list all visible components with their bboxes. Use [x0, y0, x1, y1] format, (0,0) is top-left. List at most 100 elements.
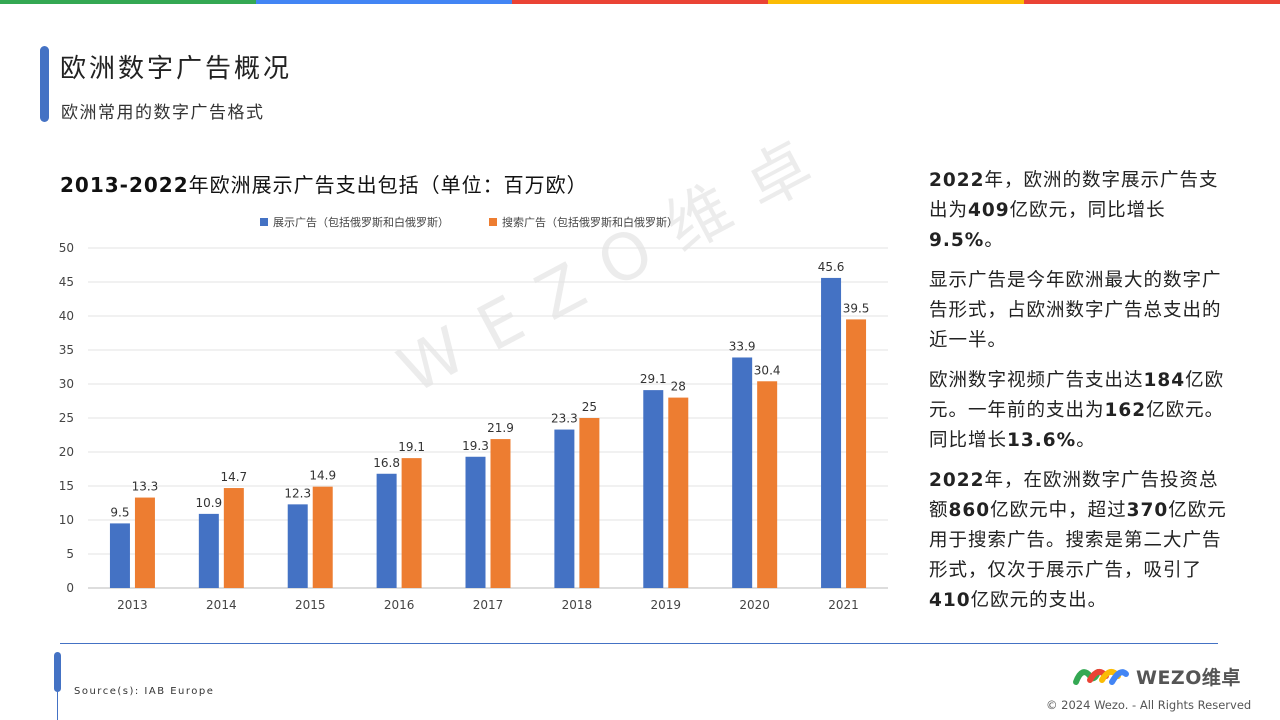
company-logo: WEZO维卓	[1072, 662, 1241, 690]
highlight-figure: 370	[1126, 500, 1169, 521]
summary-text-run: 。	[984, 230, 1004, 251]
data-label: 28	[671, 380, 686, 394]
summary-text-run: 年，在欧洲数字广告投资总额	[929, 470, 1219, 521]
summary-paragraph: 欧洲数字视频广告支出达184亿欧元。一年前的支出为162亿欧元。同比增长13.6…	[929, 366, 1229, 456]
top-color-bar	[0, 0, 1280, 4]
legend-swatch-display	[260, 218, 268, 226]
chart-legend: 展示广告（包括俄罗斯和白俄罗斯） 搜索广告（包括俄罗斯和白俄罗斯）	[260, 214, 678, 230]
data-label: 33.9	[729, 339, 756, 353]
highlight-figure: 13.6%	[1007, 430, 1077, 451]
source-note: Source(s): IAB Europe	[74, 686, 215, 697]
highlight-figure: 2022	[929, 470, 985, 491]
chart-title: 2013-2022年欧洲展示广告支出包括（单位：百万欧）	[60, 169, 588, 198]
summary-text-run: 显示广告是今年欧洲最大的数字广告形式，占欧洲数字广告总支出的近一半。	[929, 270, 1222, 351]
data-label: 12.3	[284, 486, 311, 500]
y-tick-label: 0	[66, 581, 74, 595]
data-label: 25	[582, 400, 597, 414]
bar-search	[579, 418, 600, 588]
bar-search	[223, 488, 244, 588]
y-tick-label: 40	[59, 309, 74, 323]
legend-label-search: 搜索广告（包括俄罗斯和白俄罗斯）	[502, 216, 678, 229]
bar-search	[134, 497, 155, 588]
data-label: 23.3	[551, 412, 578, 426]
highlight-figure: 409	[968, 200, 1010, 221]
bar-display	[376, 473, 397, 588]
footer-vertical-line	[57, 690, 58, 720]
summary-text-run: 亿欧元，同比增长	[1009, 200, 1166, 221]
data-label: 19.1	[398, 440, 425, 454]
bar-display	[643, 390, 664, 588]
bar-display	[732, 357, 753, 588]
title-accent-bar	[40, 46, 49, 122]
x-tick-label: 2013	[117, 598, 148, 612]
data-label: 13.3	[132, 480, 159, 494]
top-bar-segment	[256, 0, 512, 4]
y-tick-label: 35	[59, 343, 74, 357]
highlight-figure: 2022	[929, 170, 985, 191]
bar-display	[554, 429, 575, 588]
y-tick-label: 30	[59, 377, 74, 391]
chart-title-years: 2013-2022	[60, 173, 189, 197]
bar-search	[490, 439, 511, 588]
y-tick-label: 45	[59, 275, 74, 289]
y-tick-label: 5	[66, 547, 74, 561]
top-bar-segment	[0, 0, 256, 4]
logo-text: WEZO维卓	[1136, 666, 1241, 689]
summary-text-run: 亿欧元中，超过	[990, 500, 1127, 521]
top-bar-segment	[512, 0, 768, 4]
highlight-figure: 162	[1104, 400, 1147, 421]
bottom-divider	[60, 643, 1218, 644]
y-tick-label: 15	[59, 479, 74, 493]
footer-accent-bar	[54, 652, 61, 692]
data-label: 29.1	[640, 372, 667, 386]
summary-paragraph: 显示广告是今年欧洲最大的数字广告形式，占欧洲数字广告总支出的近一半。	[929, 266, 1229, 356]
summary-text-run: 欧洲数字视频广告支出达	[929, 370, 1144, 391]
y-tick-label: 50	[59, 241, 74, 255]
x-tick-label: 2020	[739, 598, 770, 612]
logo-mark-icon	[1073, 668, 1129, 685]
data-label: 14.9	[309, 469, 336, 483]
data-label: 16.8	[373, 456, 400, 470]
x-tick-label: 2021	[828, 598, 859, 612]
data-label: 21.9	[487, 421, 514, 435]
y-tick-label: 10	[59, 513, 74, 527]
bar-display	[198, 513, 219, 588]
data-label: 9.5	[110, 505, 129, 519]
data-label: 39.5	[843, 301, 870, 315]
bar-display	[821, 277, 842, 588]
legend-item-search: 搜索广告（包括俄罗斯和白俄罗斯）	[489, 214, 678, 230]
x-tick-label: 2014	[206, 598, 237, 612]
top-bar-segment	[1024, 0, 1280, 4]
x-tick-label: 2016	[384, 598, 415, 612]
summary-text-run: 亿欧元。同比增长	[929, 400, 1225, 451]
summary-text-run: 。	[1076, 430, 1096, 451]
y-tick-label: 20	[59, 445, 74, 459]
legend-label-display: 展示广告（包括俄罗斯和白俄罗斯）	[273, 216, 449, 229]
data-label: 14.7	[220, 470, 247, 484]
legend-item-display: 展示广告（包括俄罗斯和白俄罗斯）	[260, 214, 449, 230]
highlight-figure: 860	[948, 500, 991, 521]
page-subtitle: 欧洲常用的数字广告格式	[61, 103, 265, 123]
page-title: 欧洲数字广告概况	[60, 54, 293, 84]
bar-display	[465, 456, 486, 588]
top-bar-segment	[768, 0, 1024, 4]
bar-search	[846, 319, 867, 588]
summary-text-run: 年，欧洲的数字展示广告支出为	[929, 170, 1219, 221]
highlight-figure: 410	[929, 590, 971, 611]
bar-search	[312, 486, 333, 588]
data-label: 30.4	[754, 363, 781, 377]
bar-display	[109, 523, 130, 588]
summary-text-run: 亿欧元的支出。	[970, 590, 1108, 611]
summary-text: 2022年，欧洲的数字展示广告支出为409亿欧元，同比增长9.5%。 显示广告是今…	[929, 166, 1229, 626]
bar-search	[757, 381, 778, 588]
data-label: 45.6	[818, 260, 845, 274]
legend-swatch-search	[489, 218, 497, 226]
highlight-figure: 9.5%	[929, 230, 985, 251]
data-label: 19.3	[462, 439, 489, 453]
y-tick-label: 25	[59, 411, 74, 425]
highlight-figure: 184	[1143, 370, 1186, 391]
copyright: © 2024 Wezo. - All Rights Reserved	[1046, 698, 1252, 712]
bar-search	[668, 397, 689, 588]
bar-search	[401, 458, 422, 588]
x-tick-label: 2019	[651, 598, 682, 612]
